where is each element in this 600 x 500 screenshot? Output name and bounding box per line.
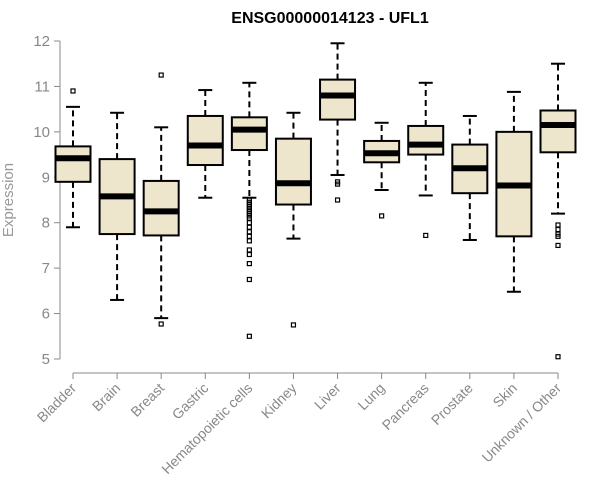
- x-tick-label: Unknown / Other: [479, 380, 565, 466]
- outlier-point: [379, 213, 385, 219]
- iqr-box: [407, 124, 445, 156]
- y-tick-label: 7: [42, 260, 50, 277]
- outlier-point: [290, 322, 297, 328]
- outlier-point: [246, 251, 252, 258]
- outlier-point: [423, 232, 429, 239]
- x-tick-label: Pancreas: [379, 380, 432, 433]
- outlier-point: [246, 247, 252, 253]
- iqr-box: [186, 114, 224, 167]
- y-tick-label: 6: [42, 306, 50, 323]
- x-tick-label: Bladder: [34, 380, 80, 426]
- outlier-point: [555, 222, 561, 228]
- outlier-point: [246, 238, 252, 244]
- outlier-point: [555, 242, 561, 249]
- y-tick-label: 8: [42, 215, 50, 232]
- x-tick-label: Gastric: [169, 380, 212, 423]
- iqr-box: [54, 145, 92, 183]
- box-group: [363, 121, 401, 219]
- box-group: [495, 90, 533, 293]
- x-tick-label: Prostate: [428, 380, 476, 428]
- iqr-box: [142, 179, 180, 237]
- outlier-point: [246, 276, 252, 283]
- x-tick-label: Lung: [354, 380, 387, 413]
- iqr-box: [230, 116, 268, 152]
- x-tick-label: Brain: [89, 380, 123, 414]
- y-axis-label: Expression: [0, 163, 17, 237]
- outlier-point: [334, 181, 341, 187]
- iqr-box: [274, 137, 312, 206]
- outlier-point: [246, 333, 252, 339]
- iqr-box: [539, 109, 577, 154]
- box-group: [407, 81, 445, 239]
- outlier-point: [334, 197, 341, 203]
- y-axis: 5 6 7 8 9 10 11 12: [33, 33, 61, 368]
- box-group: [319, 42, 357, 203]
- outlier-point: [555, 226, 561, 233]
- y-tick-label: 9: [42, 169, 50, 186]
- x-tick-label: Breast: [127, 380, 167, 420]
- box-group: [54, 88, 92, 229]
- box-group: [98, 111, 136, 301]
- box-group: [451, 114, 489, 241]
- outlier-point: [70, 88, 76, 94]
- x-tick-label: Liver: [311, 380, 344, 413]
- outlier-point: [158, 72, 164, 78]
- box-group: [230, 81, 268, 339]
- outlier-point: [246, 229, 252, 235]
- iqr-box: [319, 78, 357, 121]
- outlier-point: [555, 233, 561, 239]
- outlier-point: [246, 233, 252, 239]
- outlier-point: [555, 354, 561, 360]
- y-tick-label: 10: [33, 124, 50, 141]
- y-tick-label: 11: [34, 78, 50, 95]
- chart-title: ENSG00000014123 - UFL1: [231, 10, 429, 27]
- boxes-layer: [54, 42, 577, 360]
- box-group: [274, 111, 312, 328]
- outlier-point: [246, 224, 252, 230]
- box-group: [186, 89, 224, 199]
- outlier-point: [246, 261, 252, 267]
- x-tick-label: Kidney: [258, 380, 300, 422]
- outlier-point: [158, 321, 164, 327]
- outlier-point: [246, 220, 252, 226]
- box-group: [142, 72, 180, 327]
- y-tick-label: 5: [42, 351, 50, 368]
- box-group: [539, 62, 577, 360]
- y-tick-label: 12: [33, 33, 50, 50]
- x-tick-label: Skin: [489, 380, 520, 411]
